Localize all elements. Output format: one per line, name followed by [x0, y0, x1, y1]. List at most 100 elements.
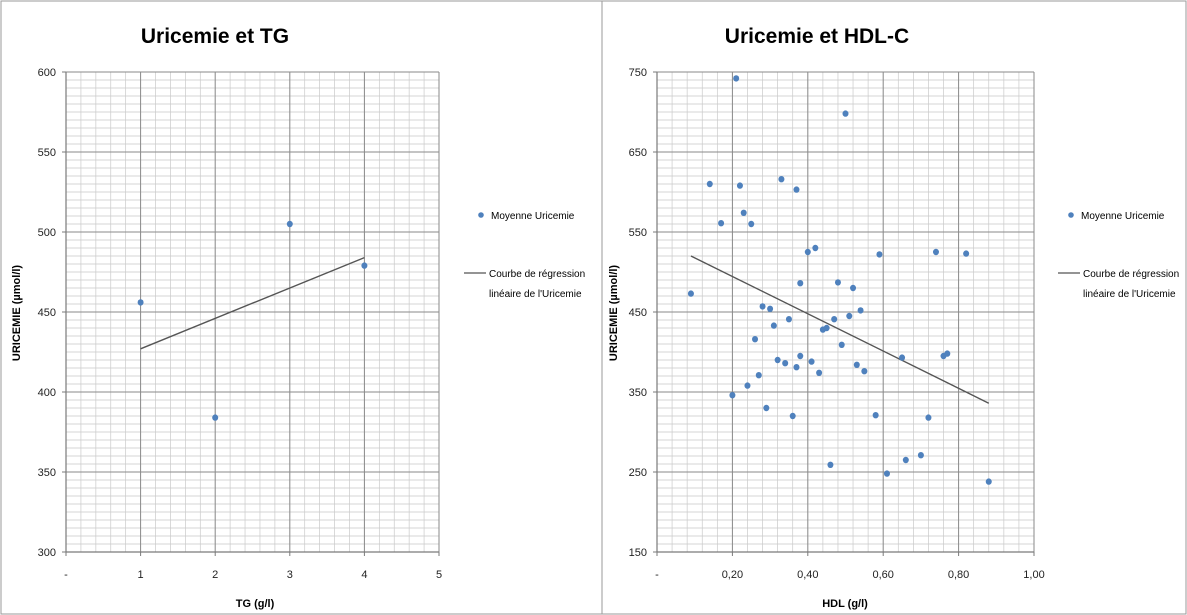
- data-point: [963, 250, 970, 257]
- data-point: [778, 176, 785, 183]
- data-point: [797, 352, 804, 360]
- data-point: [212, 414, 219, 421]
- y-tick-label: 550: [38, 147, 56, 159]
- data-point: [797, 280, 804, 287]
- y-tick-label: 550: [629, 227, 647, 239]
- legend-entry-line: Courbe de régression linéaire de l'Urice…: [1083, 269, 1182, 300]
- data-point: [706, 180, 713, 188]
- chart-uricemie-tg: Uricemie et TG - 1 2 3 4 5 300 350 400 450 500 550…: [11, 25, 588, 610]
- data-point: [819, 326, 826, 333]
- x-axis-label: TG (g/l): [236, 598, 275, 610]
- legend-entry-points: Moyenne Uricemie: [491, 211, 575, 222]
- data-point: [846, 312, 853, 320]
- y-tick-label: 450: [38, 307, 56, 319]
- data-point: [842, 110, 849, 117]
- x-tick-label: 2: [212, 569, 218, 581]
- x-axis-label: HDL (g/l): [822, 598, 868, 610]
- data-point: [752, 336, 759, 343]
- data-point: [767, 305, 774, 312]
- data-point: [940, 352, 947, 360]
- data-point: [812, 244, 819, 252]
- x-tick-label: 0,20: [722, 569, 743, 581]
- data-point: [883, 470, 890, 477]
- data-point: [755, 372, 762, 379]
- data-point: [793, 364, 800, 371]
- y-tick-label: 400: [38, 387, 56, 399]
- y-tick-label: 600: [38, 67, 56, 79]
- chart-panel-hdl: [601, 0, 1187, 615]
- data-point: [838, 341, 845, 348]
- legend-entry-line-2: linéaire de l'Uricemie: [1083, 289, 1176, 300]
- regression-line-segment: [140, 256, 365, 350]
- x-tick-label: 0,60: [872, 569, 893, 581]
- chart-title: Uricemie et HDL-C: [725, 25, 909, 48]
- regression-line: [690, 255, 990, 404]
- data-point: [831, 316, 838, 323]
- data-point: [770, 322, 777, 329]
- data-point: [985, 478, 992, 485]
- data-point: [733, 75, 740, 82]
- legend: Moyenne Uricemie Courbe de régression li…: [464, 211, 588, 300]
- x-tick-label: 3: [287, 569, 293, 581]
- data-point: [899, 354, 906, 361]
- regression-line: [140, 256, 365, 350]
- legend: Moyenne Uricemie Courbe de régression li…: [1058, 211, 1182, 300]
- data-point: [834, 279, 841, 286]
- data-points: [137, 220, 368, 421]
- data-point: [872, 412, 879, 419]
- y-tick-label: 150: [629, 547, 647, 559]
- data-point: [286, 220, 293, 228]
- y-tick-label: 300: [38, 547, 56, 559]
- x-tick-label: 1,00: [1023, 569, 1044, 581]
- y-tick-label: 250: [629, 467, 647, 479]
- x-tick-label: -: [655, 569, 659, 581]
- data-point: [850, 284, 857, 292]
- y-tick-label: 750: [629, 67, 647, 79]
- legend-entry-line: Courbe de régression linéaire de l'Urice…: [489, 269, 588, 300]
- data-point: [917, 452, 924, 459]
- data-point: [932, 248, 939, 256]
- x-tick-label: 4: [361, 569, 367, 581]
- axes: [653, 71, 1035, 556]
- y-tick-labels: 300 350 400 450 500 550 600: [38, 67, 56, 559]
- data-point: [744, 382, 751, 389]
- x-tick-label: 0,80: [948, 569, 969, 581]
- data-point: [763, 404, 770, 412]
- data-point: [361, 262, 368, 269]
- data-point: [687, 290, 694, 297]
- x-tick-label: 5: [436, 569, 442, 581]
- x-tick-labels: - 1 2 3 4 5: [64, 569, 442, 581]
- x-tick-labels: - 0,20 0,40 0,60 0,80 1,00: [655, 569, 1045, 581]
- legend-entry-line-1: Courbe de régression: [1083, 269, 1179, 280]
- legend-entry-points: Moyenne Uricemie: [1081, 211, 1165, 222]
- y-tick-label: 650: [629, 147, 647, 159]
- data-point: [861, 368, 868, 375]
- data-point: [925, 414, 932, 421]
- data-point: [857, 307, 864, 314]
- chart-panel-tg: [0, 0, 603, 615]
- data-point: [736, 182, 743, 189]
- legend-marker-points: [1068, 212, 1074, 218]
- data-point: [718, 220, 725, 227]
- data-point: [827, 461, 834, 468]
- data-point: [740, 209, 747, 216]
- axes: [62, 71, 440, 556]
- data-points: [687, 75, 992, 485]
- y-tick-label: 350: [38, 467, 56, 479]
- data-point: [789, 412, 796, 420]
- data-point: [902, 456, 909, 464]
- legend-marker-points: [478, 212, 484, 218]
- y-axis-label: URICEMIE (µmol/l): [11, 265, 23, 362]
- legend-entry-line-2: linéaire de l'Uricemie: [489, 289, 582, 300]
- data-point: [782, 360, 789, 367]
- y-tick-labels: 150 250 350 450 550 650 750: [629, 67, 647, 559]
- y-axis-label: URICEMIE (µmol/l): [608, 265, 620, 362]
- data-point: [804, 248, 811, 256]
- data-point: [793, 186, 800, 193]
- data-point: [876, 251, 883, 258]
- data-point: [774, 356, 781, 364]
- legend-entry-line-1: Courbe de régression: [489, 269, 585, 280]
- data-point: [748, 220, 755, 228]
- y-tick-label: 350: [629, 387, 647, 399]
